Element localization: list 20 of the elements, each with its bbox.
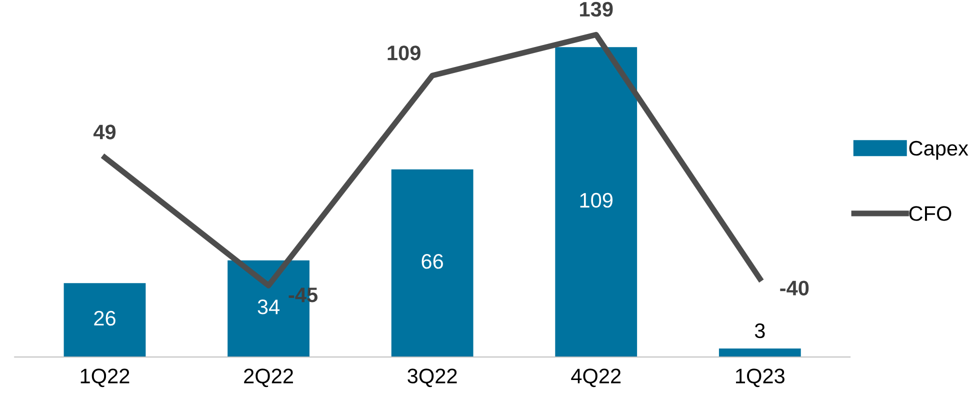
data-label: 34 xyxy=(258,300,280,314)
legend-label: Capex xyxy=(909,140,968,160)
data-label: 109 xyxy=(388,46,420,60)
data-label: 109 xyxy=(580,192,613,208)
bar xyxy=(391,169,474,357)
legend-label: CFO xyxy=(909,206,952,221)
data-label: 66 xyxy=(422,254,443,269)
x-tick-label: 1Q22 xyxy=(80,368,130,388)
data-label: 26 xyxy=(94,310,116,326)
data-label: -40 xyxy=(780,280,809,296)
data-label: 49 xyxy=(93,124,116,140)
bar xyxy=(555,47,638,357)
x-tick-label: 1Q23 xyxy=(736,368,784,388)
bar xyxy=(718,348,801,357)
data-label: 139 xyxy=(580,2,613,17)
x-tick-label: 3Q22 xyxy=(408,368,457,388)
data-label: 3 xyxy=(754,323,765,338)
x-tick-label: 2Q22 xyxy=(244,368,293,388)
x-tick-label: 4Q22 xyxy=(571,368,621,388)
bar xyxy=(64,283,146,357)
